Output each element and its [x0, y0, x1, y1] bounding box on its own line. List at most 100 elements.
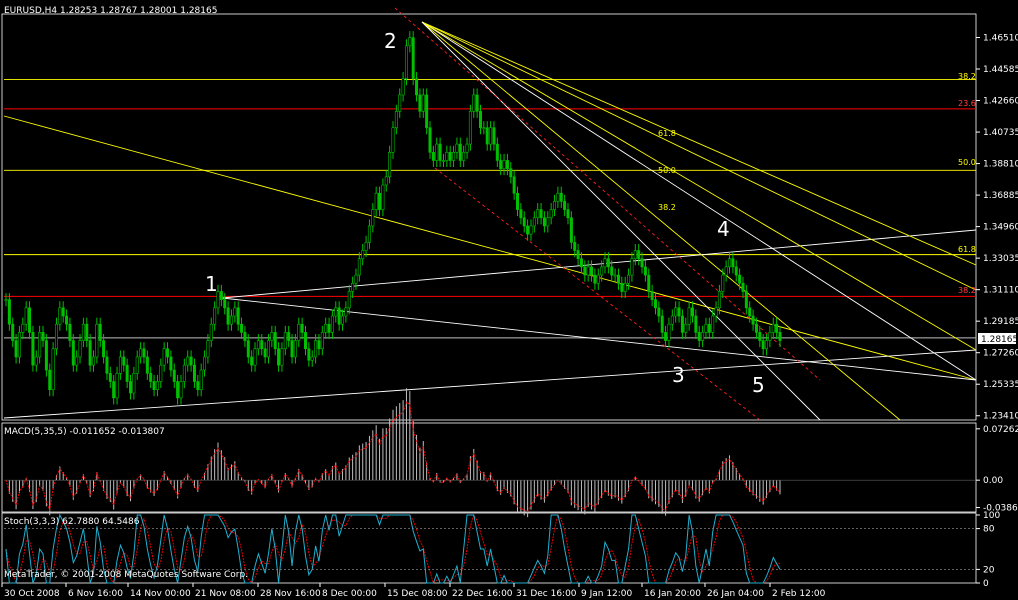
candle-body — [24, 307, 28, 325]
x-tick-label: 6 Nov 16:00 — [68, 589, 123, 599]
candle-body — [155, 381, 159, 391]
candle-body — [152, 381, 156, 391]
candle-body — [287, 332, 291, 341]
x-tick-label: 16 Jan 20:00 — [644, 589, 701, 599]
stoch-tick-label: 0 — [983, 579, 989, 589]
candle-body — [263, 348, 267, 358]
panel-border — [1, 512, 977, 584]
candle-body — [139, 348, 143, 358]
stoch-tick-label: 80 — [983, 525, 995, 535]
candle-body — [650, 291, 654, 300]
candle-body — [441, 160, 445, 162]
candle-body — [637, 250, 641, 260]
candle-body — [199, 369, 203, 391]
candle-body — [435, 143, 439, 161]
candle-body — [516, 192, 520, 210]
trendline — [3, 349, 977, 419]
panel-border — [1, 13, 977, 421]
candle-body — [270, 332, 274, 341]
candle-body — [704, 323, 708, 333]
candle-body — [310, 356, 314, 361]
candle-body — [758, 332, 762, 341]
candle-body — [677, 307, 681, 317]
fib-label: 61.8 — [658, 129, 676, 138]
candle-body — [586, 266, 590, 276]
candle-body — [327, 323, 331, 333]
candle-body — [701, 332, 705, 341]
price-series — [4, 31, 782, 405]
candle-body — [330, 315, 334, 333]
candle-body — [566, 209, 570, 219]
candle-body — [182, 364, 186, 382]
candle-body — [778, 332, 782, 341]
candle-body — [357, 258, 361, 276]
trendline — [421, 21, 977, 291]
wave-label-2: 2 — [384, 29, 397, 53]
candle-body — [748, 307, 752, 317]
candle-body — [738, 274, 742, 284]
copyright-label: MetaTrader, © 2001-2008 MetaQuotes Softw… — [4, 570, 248, 580]
candle-body — [579, 258, 583, 268]
candle-body — [381, 184, 385, 210]
wave-label-3: 3 — [672, 363, 685, 387]
candle-body — [593, 274, 597, 284]
candle-body — [684, 323, 688, 333]
candle-body — [118, 356, 122, 374]
candle-body — [394, 111, 398, 129]
candle-body — [448, 151, 452, 161]
candle-body — [512, 176, 516, 194]
candle-body — [223, 299, 227, 309]
candle-body — [674, 307, 678, 317]
y-tick-label: 1.31110 — [983, 286, 1018, 296]
candle-body — [468, 111, 472, 145]
candle-body — [472, 94, 476, 112]
macd-tick-label: -0.03868 — [983, 504, 1018, 514]
y-tick-label: 1.36885 — [983, 191, 1018, 201]
candle-body — [664, 332, 668, 341]
candle-body — [351, 282, 355, 292]
y-tick-label: 1.27260 — [983, 349, 1018, 359]
candle-body — [536, 209, 540, 219]
candle-body — [492, 127, 496, 145]
candle-body — [11, 323, 15, 341]
candle-body — [354, 274, 358, 284]
candle-body — [243, 332, 247, 341]
candle-body — [495, 143, 499, 161]
trendline — [421, 21, 977, 381]
candle-body — [145, 356, 149, 374]
candle-body — [438, 143, 442, 161]
candle-body — [680, 315, 684, 333]
candle-body — [691, 307, 695, 317]
candle-body — [78, 340, 82, 358]
candle-body — [556, 192, 560, 202]
candle-body — [502, 160, 506, 169]
candle-body — [657, 307, 661, 317]
candle-body — [314, 340, 318, 358]
y-tick-label: 1.38810 — [983, 160, 1018, 170]
candle-body — [522, 217, 526, 227]
candle-body — [293, 340, 297, 358]
trendline — [3, 115, 977, 381]
candle-body — [754, 323, 758, 333]
candle-body — [731, 258, 735, 268]
candle-body — [603, 258, 607, 268]
candle-body — [630, 258, 634, 276]
candle-body — [384, 176, 388, 186]
trendline — [394, 7, 821, 381]
candle-body — [697, 332, 701, 341]
wave-label-4: 4 — [717, 217, 730, 241]
candle-body — [367, 225, 371, 243]
candle-body — [418, 94, 422, 112]
candle-body — [189, 356, 193, 366]
candle-body — [28, 307, 32, 333]
candle-body — [539, 209, 543, 219]
candle-body — [71, 340, 75, 366]
candle-body — [771, 323, 775, 333]
candle-body — [374, 192, 378, 210]
candle-body — [411, 37, 415, 79]
candle-body — [186, 356, 190, 366]
candle-body — [266, 340, 270, 358]
candle-body — [226, 307, 230, 325]
